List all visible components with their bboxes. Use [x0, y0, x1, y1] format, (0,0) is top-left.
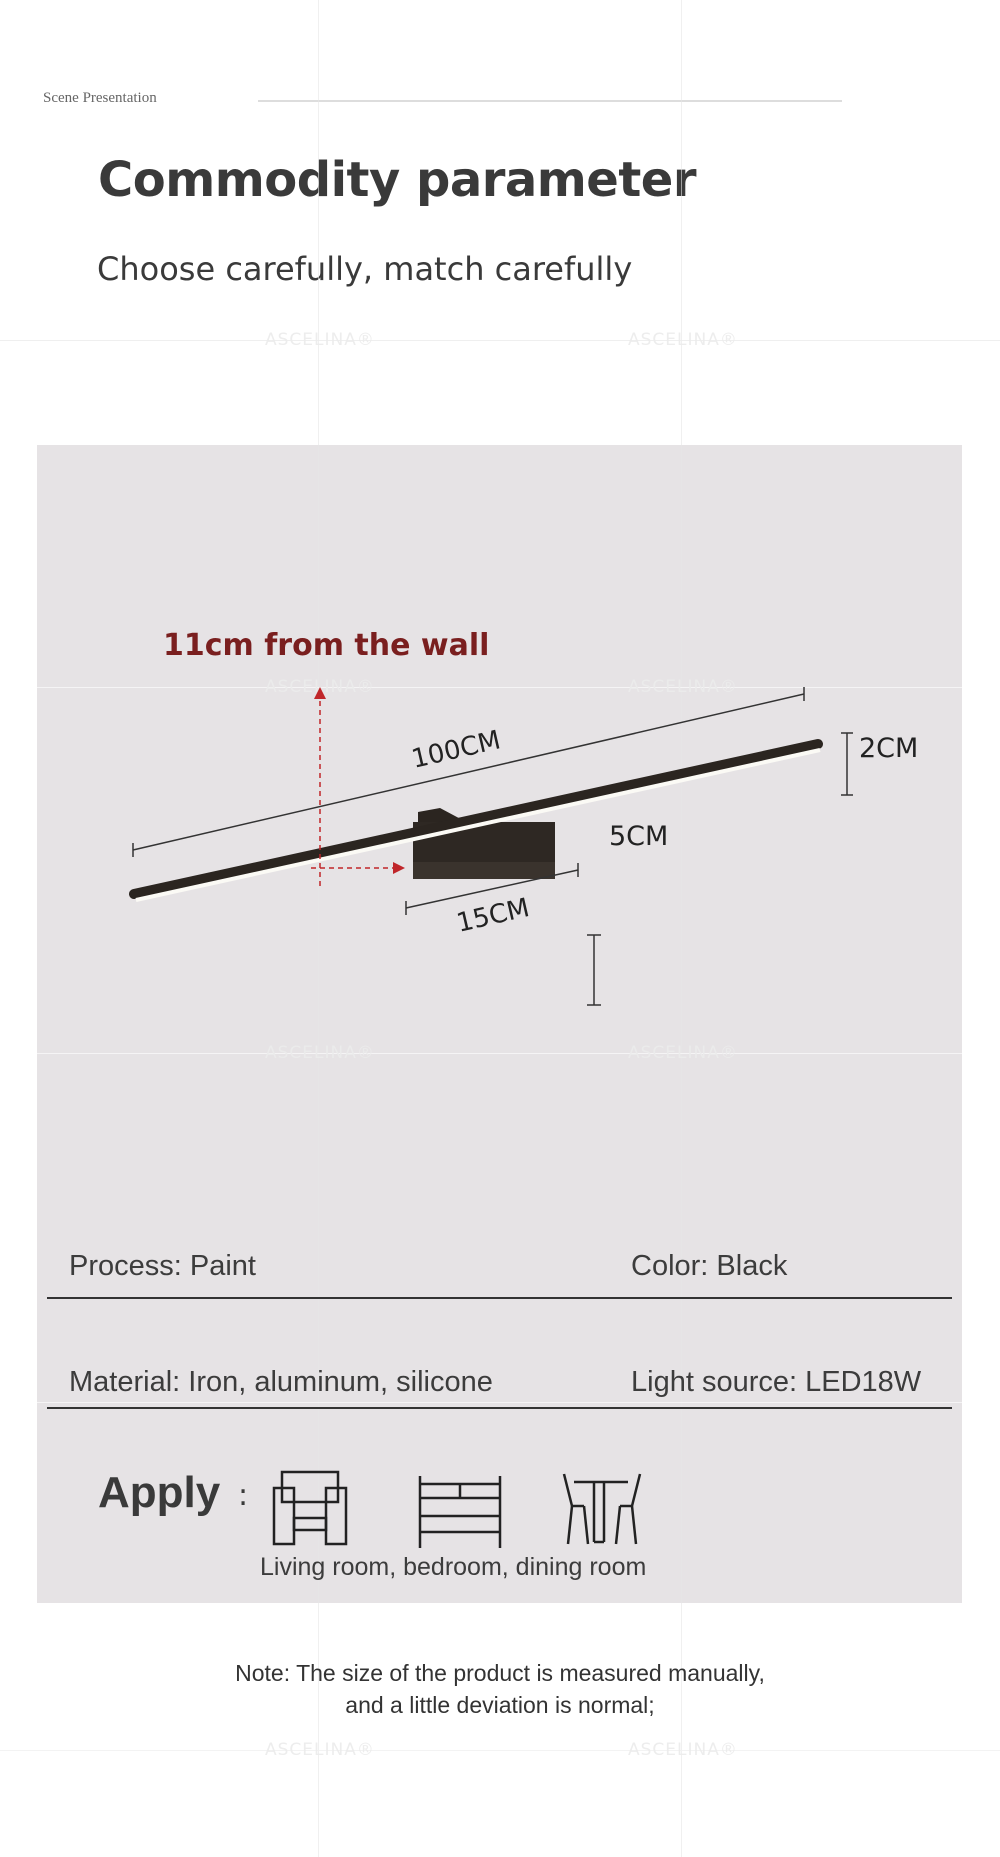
apply-caption: Living room, bedroom, dining room — [260, 1553, 647, 1581]
watermark: ASCELINA® — [628, 330, 738, 350]
divider — [258, 100, 842, 102]
section-label: Scene Presentation — [43, 90, 157, 106]
dining-table-icon — [562, 1473, 642, 1545]
param-divider — [47, 1297, 952, 1299]
watermark-line — [681, 0, 682, 1857]
watermark-line — [0, 1750, 1000, 1751]
wall-distance-label: 11cm from the wall — [163, 628, 490, 663]
watermark-line — [0, 1053, 1000, 1054]
note-line-2: and a little deviation is normal; — [345, 1692, 655, 1718]
param-light-source: Light source: LED18W — [631, 1366, 922, 1398]
param-process: Process: Paint — [69, 1250, 256, 1282]
param-color: Color: Black — [631, 1250, 788, 1282]
product-panel — [37, 445, 962, 1603]
lamp-bar — [129, 739, 823, 902]
base-width-label: 15CM — [454, 893, 533, 939]
bed-icon — [418, 1476, 502, 1548]
watermark-line — [0, 687, 1000, 688]
apply-colon: : — [238, 1478, 249, 1513]
bar-height-dimension — [841, 732, 853, 796]
watermark: ASCELINA® — [628, 1043, 738, 1063]
apply-label: Apply — [98, 1468, 221, 1517]
base-width-dimension — [405, 863, 579, 915]
base-height-dimension — [587, 934, 601, 1006]
bar-height-label: 2CM — [859, 733, 918, 764]
base-height-label: 5CM — [609, 821, 668, 852]
watermark: ASCELINA® — [265, 1043, 375, 1063]
page-title: Commodity parameter — [98, 152, 697, 208]
watermark-line — [318, 0, 319, 1857]
page-subtitle: Choose carefully, match carefully — [97, 250, 633, 288]
param-material: Material: Iron, aluminum, silicone — [69, 1366, 493, 1398]
watermark: ASCELINA® — [628, 1740, 738, 1760]
watermark: ASCELINA® — [628, 677, 738, 697]
watermark-line — [0, 1402, 1000, 1403]
sofa-icon — [272, 1470, 348, 1546]
watermark: ASCELINA® — [265, 330, 375, 350]
param-divider — [47, 1407, 952, 1409]
note-line-1: Note: The size of the product is measure… — [235, 1660, 765, 1686]
watermark: ASCELINA® — [265, 1740, 375, 1760]
length-dimension-line — [132, 693, 805, 851]
watermark-line — [0, 340, 1000, 341]
